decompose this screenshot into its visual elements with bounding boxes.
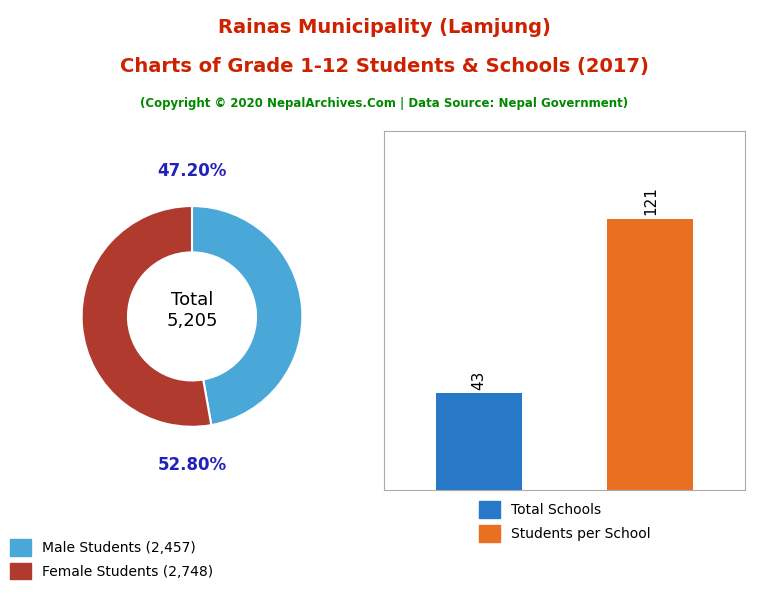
Legend: Male Students (2,457), Female Students (2,748): Male Students (2,457), Female Students (… <box>5 533 219 585</box>
Wedge shape <box>192 206 303 425</box>
Text: Total
5,205: Total 5,205 <box>166 291 218 330</box>
Bar <box>435 393 521 490</box>
Bar <box>607 219 694 490</box>
Text: 47.20%: 47.20% <box>157 162 227 180</box>
Text: Rainas Municipality (Lamjung): Rainas Municipality (Lamjung) <box>217 18 551 37</box>
Text: 121: 121 <box>643 186 658 216</box>
Text: Charts of Grade 1-12 Students & Schools (2017): Charts of Grade 1-12 Students & Schools … <box>120 57 648 76</box>
Text: 43: 43 <box>471 371 486 390</box>
Legend: Total Schools, Students per School: Total Schools, Students per School <box>473 495 656 547</box>
Text: 52.80%: 52.80% <box>157 457 227 475</box>
Text: (Copyright © 2020 NepalArchives.Com | Data Source: Nepal Government): (Copyright © 2020 NepalArchives.Com | Da… <box>140 97 628 110</box>
Wedge shape <box>81 206 211 427</box>
